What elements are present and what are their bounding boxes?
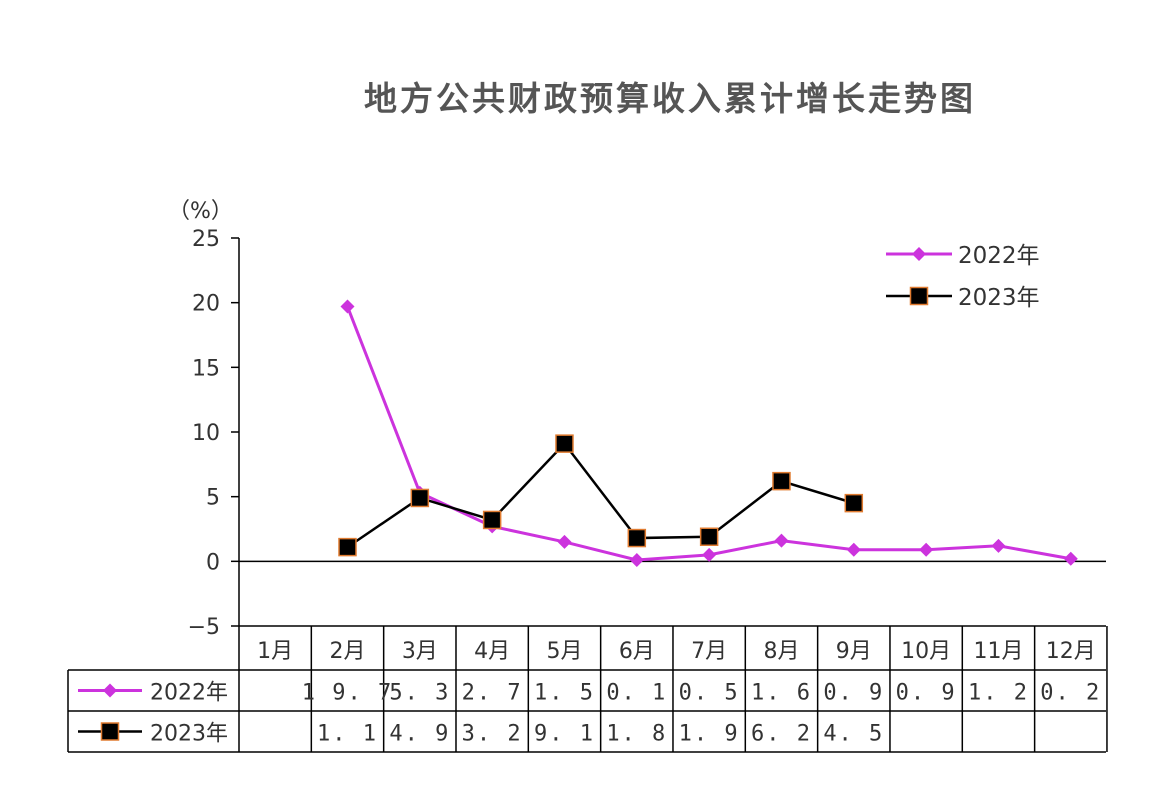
data-point [919,542,934,557]
data-label: 0. 1 [606,681,667,706]
y-ticks: 25 20 15 10 5 0 −5 [188,227,239,640]
legend-item-1: 2022年 [886,243,1040,269]
legend-label: 2022年 [958,243,1040,269]
data-point [844,493,864,513]
row-key-marker [100,722,120,741]
data-point [338,537,357,557]
series-group [338,299,1078,568]
data-point [774,533,789,548]
data-point [340,299,355,314]
legend-marker [912,247,926,261]
data-label: 0. 2 [1040,681,1101,706]
y-tick-label: 25 [192,227,220,252]
data-label: 1. 6 [751,681,812,706]
data-label: 5. 3 [389,681,450,706]
legend-item-2: 2023年 [886,285,1040,311]
data-label: 3. 2 [462,722,523,747]
y-tick-label: 0 [206,550,220,575]
x-tick-label: 11月 [973,639,1023,664]
x-tick-label: 1月 [257,639,293,664]
data-label: 1 9. 7 [302,681,393,706]
data-label: 1. 8 [606,722,667,747]
x-tick-label: 9月 [836,639,872,664]
row-series-name: 2022年 [150,681,228,706]
series-2 [338,434,864,557]
x-tick-label: 3月 [402,639,438,664]
series-1 [340,299,1078,568]
data-point [410,488,430,508]
data-point [629,553,644,568]
data-point [702,547,717,562]
x-tick-label: 7月 [691,639,727,664]
x-tick-label: 8月 [763,639,799,664]
data-label: 0. 5 [679,681,740,706]
data-label: 1. 9 [679,722,740,747]
data-label: 4. 5 [823,722,884,747]
x-tick-label: 5月 [546,639,582,664]
y-tick-label: −5 [188,615,220,640]
legend-label: 2023年 [958,285,1040,311]
data-table: 1月 2月 3月 4月 5月 6月 7月 8月 9月 10月 11月 12月 2022年 1 9. 75.… [67,625,1108,753]
data-label: 0. 9 [896,681,957,706]
data-label: 6. 2 [751,722,812,747]
data-point [482,510,502,530]
data-point [772,471,791,491]
y-axis-unit: （%） [168,199,233,224]
table-row-2: 2023年 1. 1 4. 9 3. 2 9. 1 1. 8 1. 9 6. 2 4. 5 [78,722,884,747]
data-point [557,534,572,549]
data-point [699,527,719,547]
data-label: 1. 2 [968,681,1029,706]
x-tick-label: 2月 [329,639,365,664]
y-tick-label: 15 [192,356,220,381]
data-label: 1. 5 [534,681,595,706]
table-row-1: 2022年 1 9. 75. 3 2. 7 1. 5 0. 1 0. 5 1. 6 0. 9 0… [78,681,1101,706]
data-point [991,538,1006,553]
legend-marker [909,286,929,306]
data-label: 0. 9 [823,681,884,706]
legend: 2022年 2023年 [886,243,1040,311]
data-point [555,434,574,453]
data-label: 2. 7 [462,681,523,706]
series-line [346,441,855,549]
x-tick-label: 10月 [901,639,951,664]
x-tick-label: 4月 [474,639,510,664]
x-tick-label: 6月 [619,639,655,664]
x-tick-label: 12月 [1046,639,1096,664]
data-label: 9. 1 [534,722,595,747]
chart-title: 地方公共财政预算收入累计增长走势图 [364,79,976,118]
row-series-name: 2023年 [150,722,228,747]
data-label: 1. 1 [317,722,378,747]
data-label: 4. 9 [389,722,450,747]
row-key-marker [103,683,117,698]
data-point [627,528,647,548]
y-tick-label: 10 [192,421,220,446]
y-tick-label: 20 [192,292,220,317]
series-line [346,306,1072,562]
data-point [1063,551,1078,566]
y-tick-label: 5 [206,486,220,511]
data-point [846,542,861,557]
